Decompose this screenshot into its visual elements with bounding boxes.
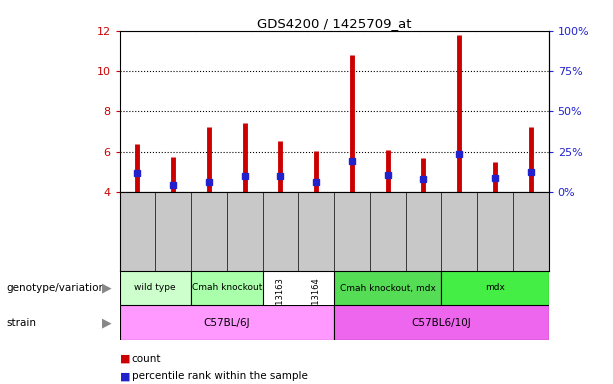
Title: GDS4200 / 1425709_at: GDS4200 / 1425709_at [257,17,411,30]
Bar [120,271,191,305]
Text: percentile rank within the sample: percentile rank within the sample [132,371,308,381]
Text: wild type: wild type [134,283,176,293]
Bar [334,271,441,305]
Text: mdx: mdx [485,283,505,293]
Text: strain: strain [6,318,36,328]
Text: C57BL6/10J: C57BL6/10J [411,318,471,328]
Text: ■: ■ [120,354,130,364]
Text: ■: ■ [120,371,130,381]
Text: ▶: ▶ [102,316,112,329]
Text: Cmah knockout, mdx: Cmah knockout, mdx [340,283,436,293]
Bar [441,271,549,305]
Text: genotype/variation: genotype/variation [6,283,105,293]
Text: Cmah knockout: Cmah knockout [192,283,262,293]
Text: C57BL/6J: C57BL/6J [204,318,250,328]
Text: count: count [132,354,161,364]
Bar [334,305,549,340]
Bar [191,271,262,305]
Bar [120,305,334,340]
Text: ▶: ▶ [102,281,112,295]
